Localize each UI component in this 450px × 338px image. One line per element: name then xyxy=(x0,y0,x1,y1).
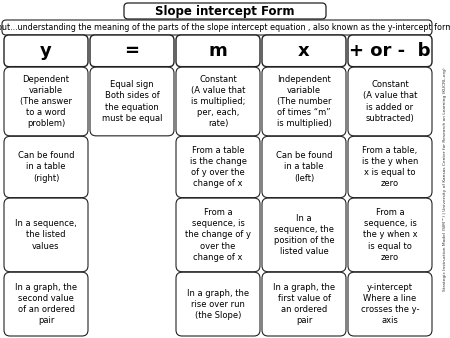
FancyBboxPatch shape xyxy=(4,35,88,67)
Text: Equal sign
Both sides of
the equation
must be equal: Equal sign Both sides of the equation mu… xyxy=(102,80,162,123)
Text: In a sequence,
the listed
values: In a sequence, the listed values xyxy=(15,219,77,250)
Text: In a graph, the
first value of
an ordered
pair: In a graph, the first value of an ordere… xyxy=(273,283,335,325)
Text: =: = xyxy=(125,42,140,60)
FancyBboxPatch shape xyxy=(348,35,432,67)
FancyBboxPatch shape xyxy=(348,198,432,272)
Text: Constant
(A value that
is added or
subtracted): Constant (A value that is added or subtr… xyxy=(363,80,417,123)
Text: Dependent
variable
(The answer
to a word
problem): Dependent variable (The answer to a word… xyxy=(20,75,72,128)
FancyBboxPatch shape xyxy=(348,272,432,336)
FancyBboxPatch shape xyxy=(176,35,260,67)
Text: From a table,
is the y when
x is equal to
zero: From a table, is the y when x is equal t… xyxy=(362,146,418,188)
FancyBboxPatch shape xyxy=(262,272,346,336)
Text: From a
sequence, is
the change of y
over the
change of x: From a sequence, is the change of y over… xyxy=(185,208,251,262)
Text: From a
sequence, is
the y when x
is equal to
zero: From a sequence, is the y when x is equa… xyxy=(363,208,417,262)
FancyBboxPatch shape xyxy=(4,136,88,198)
FancyBboxPatch shape xyxy=(262,198,346,272)
FancyBboxPatch shape xyxy=(90,67,174,136)
FancyBboxPatch shape xyxy=(176,67,260,136)
Text: Constant
(A value that
is multiplied;
per, each,
rate): Constant (A value that is multiplied; pe… xyxy=(191,75,245,128)
Text: + or -  b: + or - b xyxy=(349,42,431,60)
FancyBboxPatch shape xyxy=(262,136,346,198)
FancyBboxPatch shape xyxy=(4,272,88,336)
Text: In a
sequence, the
position of the
listed value: In a sequence, the position of the liste… xyxy=(274,214,334,256)
Text: y: y xyxy=(40,42,52,60)
Text: In a graph, the
rise over run
(the Slope): In a graph, the rise over run (the Slope… xyxy=(187,289,249,320)
FancyBboxPatch shape xyxy=(348,67,432,136)
Text: Slope intercept Form: Slope intercept Form xyxy=(155,4,295,18)
Text: m: m xyxy=(209,42,227,60)
FancyBboxPatch shape xyxy=(176,136,260,198)
Text: x: x xyxy=(298,42,310,60)
FancyBboxPatch shape xyxy=(124,3,326,19)
Text: Strategic Instruction Model (SIM™) | University of Kansas Center for Research on: Strategic Instruction Model (SIM™) | Uni… xyxy=(443,67,447,291)
Text: y-intercept
Where a line
crosses the y-
axis: y-intercept Where a line crosses the y- … xyxy=(361,283,419,325)
Text: Can be found
in a table
(right): Can be found in a table (right) xyxy=(18,151,74,183)
FancyBboxPatch shape xyxy=(4,67,88,136)
Text: is about...understanding the meaning of the parts of the slope intercept equatio: is about...understanding the meaning of … xyxy=(0,23,450,32)
FancyBboxPatch shape xyxy=(262,67,346,136)
Text: Can be found
in a table
(left): Can be found in a table (left) xyxy=(276,151,332,183)
FancyBboxPatch shape xyxy=(90,35,174,67)
FancyBboxPatch shape xyxy=(176,198,260,272)
FancyBboxPatch shape xyxy=(262,35,346,67)
FancyBboxPatch shape xyxy=(348,136,432,198)
Text: Independent
variable
(The number
of times “m”
is multiplied): Independent variable (The number of time… xyxy=(277,75,332,128)
Text: From a table
is the change
of y over the
change of x: From a table is the change of y over the… xyxy=(189,146,247,188)
FancyBboxPatch shape xyxy=(2,20,432,35)
FancyBboxPatch shape xyxy=(4,198,88,272)
Text: In a graph, the
second value
of an ordered
pair: In a graph, the second value of an order… xyxy=(15,283,77,325)
FancyBboxPatch shape xyxy=(176,272,260,336)
